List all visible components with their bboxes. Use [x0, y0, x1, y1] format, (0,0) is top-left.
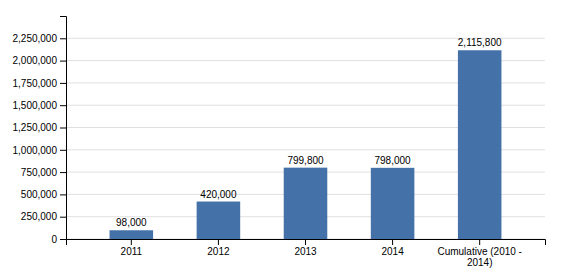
x-tick: 2014: [381, 239, 404, 257]
y-tick-label: 1,250,000: [13, 122, 58, 133]
x-tick-label: 2011: [121, 246, 143, 257]
bars: [110, 50, 502, 239]
x-tick-label: 2012: [207, 246, 230, 257]
data-labels: 98,000 420,000 799,800 798,000 2,115,800: [116, 37, 502, 228]
x-tick-mark: [305, 239, 306, 245]
bar: [197, 202, 241, 239]
y-tick: 1,500,000: [13, 100, 67, 111]
x-tick-label: 2014: [381, 246, 404, 257]
x-tick-label-line: 2014): [467, 257, 493, 268]
y-tick: 0: [51, 234, 66, 245]
y-tick-label: 1,000,000: [13, 145, 58, 156]
x-tick-label-line: 2012: [207, 246, 230, 257]
y-tick-label: 750,000: [21, 167, 58, 178]
y-tick: 250,000: [21, 211, 66, 222]
x-tick-label: 2013: [294, 246, 317, 257]
x-tick-mark: [131, 239, 132, 245]
data-label: 98,000: [116, 217, 147, 228]
x-tick-label-line: 2013: [294, 246, 317, 257]
data-label: 2,115,800: [458, 37, 502, 48]
y-tick: 2,250,000: [13, 33, 67, 44]
y-axis: 0 250,000 500,000 750,000 1,000,000 1,250,000…: [13, 17, 67, 245]
y-tick-mark: [60, 150, 66, 151]
y-tick: 1,250,000: [13, 122, 67, 133]
y-tick: 750,000: [21, 167, 66, 178]
x-tick-label-line: Cumulative (2010 -: [437, 246, 521, 257]
y-tick-label: 1,750,000: [13, 78, 58, 89]
x-tick-label-line: 2011: [121, 246, 143, 257]
bar: [284, 168, 328, 239]
x-tick-mark: [479, 239, 480, 245]
y-tick: 500,000: [21, 189, 66, 200]
grid: [66, 38, 545, 239]
y-tick-label: 250,000: [21, 211, 58, 222]
y-tick-label: 0: [51, 234, 57, 245]
bar: [110, 230, 154, 239]
y-tick-mark: [60, 83, 66, 84]
y-tick: 2,000,000: [13, 55, 67, 66]
chart: 0 250,000 500,000 750,000 1,000,000 1,250,000…: [0, 0, 561, 279]
data-label: 799,800: [287, 155, 324, 166]
x-tick-label: Cumulative (2010 -2014): [437, 246, 521, 268]
plot: 0 250,000 500,000 750,000 1,000,000 1,250,000…: [13, 17, 546, 269]
y-tick-mark: [60, 61, 66, 62]
bar: [371, 168, 415, 239]
y-tick: 1,000,000: [13, 145, 67, 156]
y-tick: 1,750,000: [13, 78, 67, 89]
data-label: 420,000: [200, 189, 237, 200]
y-tick-mark: [60, 128, 66, 129]
x-axis: 2011 2012 2013 2014 Cumulative (2010 -2014): [67, 239, 546, 268]
x-tick: 2013: [294, 239, 317, 257]
y-tick-mark: [60, 217, 66, 218]
data-label: 798,000: [375, 155, 412, 166]
y-tick-mark: [60, 172, 66, 173]
x-tick: Cumulative (2010 -2014): [437, 239, 521, 268]
x-axis-line: [67, 240, 546, 246]
y-tick-mark: [60, 194, 66, 195]
x-tick-mark: [392, 239, 393, 245]
x-tick-label-line: 2014: [381, 246, 404, 257]
y-tick-label: 2,000,000: [13, 55, 58, 66]
y-tick-mark: [60, 105, 66, 106]
y-tick-label: 2,250,000: [13, 33, 58, 44]
y-tick-label: 500,000: [21, 189, 58, 200]
x-tick: 2012: [207, 239, 230, 257]
x-tick-mark: [218, 239, 219, 245]
y-tick-mark: [60, 239, 66, 240]
x-tick: 2011: [121, 239, 143, 257]
y-tick-label: 1,500,000: [13, 100, 58, 111]
bar: [458, 50, 502, 239]
y-tick-mark: [60, 38, 66, 39]
y-axis-line: [60, 17, 67, 240]
